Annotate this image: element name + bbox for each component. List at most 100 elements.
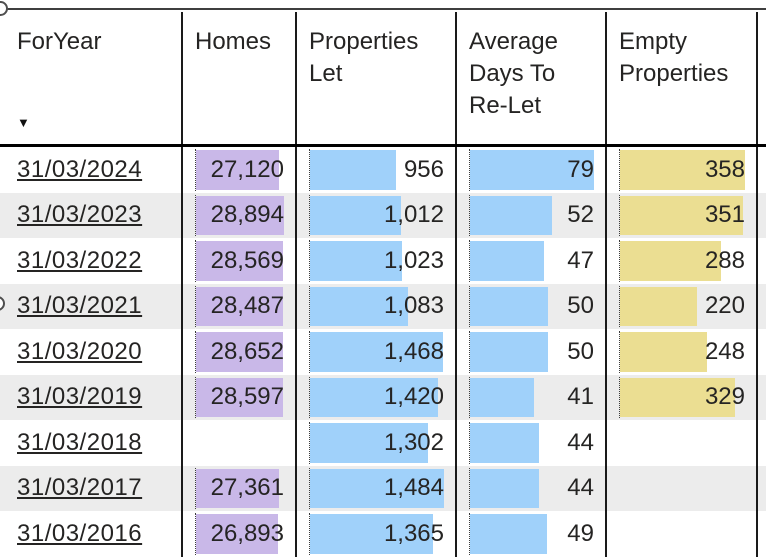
table-row: 31/03/2021 28,487 1,083 50 220: [0, 283, 766, 329]
days-data-bar: [470, 468, 540, 508]
let-bar-track: [309, 331, 444, 373]
avg-days-cell[interactable]: 41: [457, 374, 607, 420]
column-header-average-days[interactable]: Average Days To Re-Let: [457, 12, 607, 144]
avg-days-cell[interactable]: 79: [457, 147, 607, 193]
properties-let-cell[interactable]: 1,484: [297, 465, 457, 511]
let-bar-track: [309, 467, 444, 509]
homes-cell[interactable]: 28,894: [183, 192, 297, 238]
year-cell[interactable]: 31/03/2020: [0, 329, 183, 375]
homes-cell[interactable]: 28,597: [183, 374, 297, 420]
empty-properties-cell[interactable]: 288: [607, 238, 758, 284]
homes-cell[interactable]: 27,120: [183, 147, 297, 193]
year-cell[interactable]: 31/03/2023: [0, 192, 183, 238]
homes-bar-track: [195, 194, 284, 236]
year-link[interactable]: 31/03/2022: [17, 246, 143, 274]
homes-value: 28,487: [210, 292, 284, 320]
days-data-bar: [470, 377, 535, 417]
empty-value: 351: [704, 201, 745, 229]
resize-handle-top-left-icon[interactable]: [0, 1, 8, 16]
avg-days-cell[interactable]: 50: [457, 283, 607, 329]
days-bar-track: [469, 376, 594, 418]
empty-properties-cell[interactable]: 329: [607, 374, 758, 420]
homes-cell[interactable]: 26,893: [183, 511, 297, 557]
year-link[interactable]: 31/03/2023: [17, 201, 143, 229]
let-value: 1,365: [383, 519, 444, 547]
empty-properties-cell[interactable]: [607, 511, 758, 557]
days-value: 41: [567, 383, 594, 411]
avg-days-cell[interactable]: 44: [457, 465, 607, 511]
empty-properties-cell[interactable]: [607, 465, 758, 511]
let-value: 1,083: [383, 292, 444, 320]
year-cell[interactable]: 31/03/2016: [0, 511, 183, 557]
avg-days-cell[interactable]: 47: [457, 238, 607, 284]
year-link[interactable]: 31/03/2024: [17, 155, 143, 183]
homes-cell[interactable]: [183, 420, 297, 466]
homes-value: 26,893: [210, 519, 284, 547]
properties-let-cell[interactable]: 1,023: [297, 238, 457, 284]
table-header-row: ForYear ▼ Homes Properties Let Average D…: [0, 12, 766, 147]
properties-let-cell[interactable]: 1,083: [297, 283, 457, 329]
let-data-bar: [310, 377, 439, 417]
overflow-cell: [758, 375, 766, 421]
let-value: 1,023: [383, 246, 444, 274]
column-header-overflow: [758, 12, 766, 144]
let-bar-track: [309, 376, 444, 418]
homes-bar-track: [195, 513, 284, 555]
column-header-foryear[interactable]: ForYear ▼: [0, 12, 183, 144]
column-header-empty-properties[interactable]: Empty Properties: [607, 12, 758, 144]
empty-properties-cell[interactable]: 220: [607, 283, 758, 329]
let-data-bar: [310, 514, 434, 554]
homes-bar-track: [195, 376, 284, 418]
empty-properties-cell[interactable]: [607, 420, 758, 466]
empty-value: 288: [704, 246, 745, 274]
year-link[interactable]: 31/03/2016: [17, 519, 143, 547]
properties-let-cell[interactable]: 956: [297, 147, 457, 193]
avg-days-cell[interactable]: 44: [457, 420, 607, 466]
year-link[interactable]: 31/03/2021: [17, 292, 143, 320]
homes-data-bar: [196, 332, 284, 372]
table-row: 31/03/2022 28,569 1,023 47 288: [0, 238, 766, 284]
avg-days-cell[interactable]: 49: [457, 511, 607, 557]
year-cell[interactable]: 31/03/2019: [0, 374, 183, 420]
properties-let-cell[interactable]: 1,420: [297, 374, 457, 420]
homes-cell[interactable]: 27,361: [183, 465, 297, 511]
overflow-cell: [758, 466, 766, 512]
homes-data-bar: [196, 241, 283, 281]
year-cell[interactable]: 31/03/2021: [0, 283, 183, 329]
homes-cell[interactable]: 28,569: [183, 238, 297, 284]
empty-data-bar: [620, 332, 707, 372]
empty-properties-cell[interactable]: 351: [607, 192, 758, 238]
days-bar-track: [469, 285, 594, 327]
homes-data-bar: [196, 514, 278, 554]
avg-days-cell[interactable]: 52: [457, 192, 607, 238]
column-header-label: Properties Let: [309, 28, 419, 87]
days-bar-track: [469, 194, 594, 236]
column-header-label: Homes: [195, 28, 272, 55]
column-header-label: Empty Properties: [619, 28, 729, 87]
year-cell[interactable]: 31/03/2017: [0, 465, 183, 511]
year-cell[interactable]: 31/03/2024: [0, 147, 183, 193]
homes-cell[interactable]: 28,652: [183, 329, 297, 375]
properties-let-cell[interactable]: 1,012: [297, 192, 457, 238]
column-header-homes[interactable]: Homes: [183, 12, 297, 144]
properties-let-cell[interactable]: 1,468: [297, 329, 457, 375]
year-link[interactable]: 31/03/2018: [17, 428, 143, 456]
empty-properties-cell[interactable]: 248: [607, 329, 758, 375]
table-row: 31/03/2023 28,894 1,012 52 351: [0, 192, 766, 238]
year-link[interactable]: 31/03/2017: [17, 474, 143, 502]
homes-value: 28,894: [210, 201, 284, 229]
let-data-bar: [310, 332, 443, 372]
year-cell[interactable]: 31/03/2018: [0, 420, 183, 466]
year-link[interactable]: 31/03/2020: [17, 337, 143, 365]
homes-cell[interactable]: 28,487: [183, 283, 297, 329]
properties-let-cell[interactable]: 1,302: [297, 420, 457, 466]
year-cell[interactable]: 31/03/2022: [0, 238, 183, 284]
avg-days-cell[interactable]: 50: [457, 329, 607, 375]
days-data-bar: [470, 150, 594, 190]
properties-let-cell[interactable]: 1,365: [297, 511, 457, 557]
column-header-properties-let[interactable]: Properties Let: [297, 12, 457, 144]
year-link[interactable]: 31/03/2019: [17, 383, 143, 411]
days-bar-track: [469, 467, 594, 509]
empty-properties-cell[interactable]: 358: [607, 147, 758, 193]
